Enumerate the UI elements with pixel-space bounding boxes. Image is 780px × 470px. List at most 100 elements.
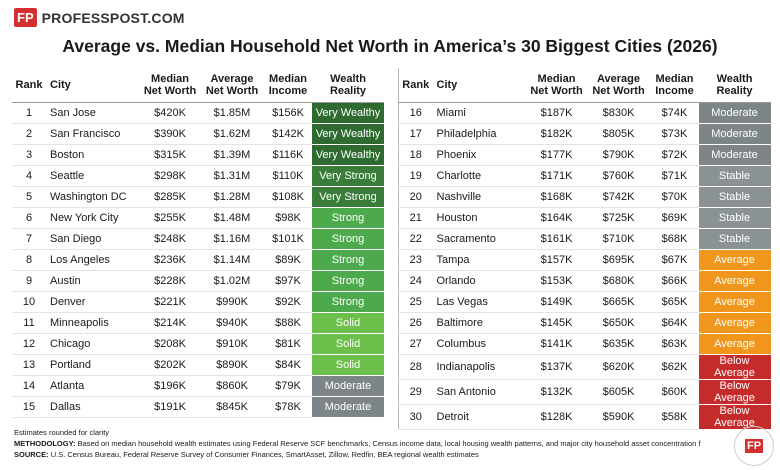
average-net-worth-cell: $725K <box>586 207 651 229</box>
city-cell: Dallas <box>46 396 140 418</box>
median-income-cell: $97K <box>264 270 312 292</box>
average-net-worth-cell: $1.16M <box>200 228 264 250</box>
row: 2 San Francisco $390K $1.62M $142K Very Wealt… <box>12 123 384 145</box>
median-income-cell: $69K <box>650 207 699 229</box>
rank-cell: 1 <box>12 102 46 124</box>
row: 27 Columbus $141K $635K $63K Average <box>398 333 771 355</box>
corner-logo: FP <box>734 426 774 466</box>
rank-cell: 30 <box>398 404 433 430</box>
median-income-cell: $66K <box>650 270 699 292</box>
source: SOURCE: U.S. Census Bureau, Federal Rese… <box>14 450 724 459</box>
reality-cell: Average <box>698 333 771 355</box>
average-net-worth-cell: $910K <box>200 333 264 355</box>
median-income-cell: $101K <box>264 228 312 250</box>
rank-cell: 5 <box>12 186 46 208</box>
median-net-worth-cell: $236K <box>140 249 200 271</box>
city-cell: Seattle <box>46 165 140 187</box>
column-header: Rank <box>12 68 46 103</box>
row: 18 Phoenix $177K $790K $72K Moderate <box>398 144 771 166</box>
reality-cell: Very Wealthy <box>312 123 384 145</box>
row: 15 Dallas $191K $845K $78K Moderate <box>12 396 384 418</box>
table-left: Rank City Median Net Worth Average Net Wort… <box>12 68 384 418</box>
city-cell: Denver <box>46 291 140 313</box>
title: Average vs. Median Household Net Worth i… <box>62 36 718 56</box>
row: 17 Philadelphia $182K $805K $73K Moderate <box>398 123 771 145</box>
rank-cell: 21 <box>398 207 433 229</box>
city-cell: Miami <box>432 102 527 124</box>
rank-cell: 22 <box>398 228 433 250</box>
average-net-worth-cell: $680K <box>586 270 651 292</box>
average-net-worth-cell: $860K <box>200 375 264 397</box>
median-net-worth-cell: $132K <box>526 379 587 405</box>
row: 20 Nashville $168K $742K $70K Stable <box>398 186 771 208</box>
row: 24 Orlando $153K $680K $66K Average <box>398 270 771 292</box>
city-cell: Indianapolis <box>432 354 527 380</box>
average-net-worth-cell: $620K <box>586 354 651 380</box>
reality-cell: Stable <box>698 228 771 250</box>
median-net-worth-cell: $128K <box>526 404 587 430</box>
average-net-worth-cell: $845K <box>200 396 264 418</box>
city-cell: Nashville <box>432 186 527 208</box>
column-header: Average Net Worth <box>200 68 264 103</box>
median-net-worth-cell: $171K <box>526 165 587 187</box>
median-income-cell: $72K <box>650 144 699 166</box>
column-header: Wealth Reality <box>312 68 384 103</box>
median-net-worth-cell: $390K <box>140 123 200 145</box>
median-net-worth-cell: $202K <box>140 354 200 376</box>
reality-cell: Below Average <box>698 354 771 380</box>
reality-cell: Moderate <box>312 396 384 418</box>
average-net-worth-cell: $1.39M <box>200 144 264 166</box>
median-income-cell: $92K <box>264 291 312 313</box>
median-income-cell: $73K <box>650 123 699 145</box>
median-income-cell: $63K <box>650 333 699 355</box>
city-cell: Charlotte <box>432 165 527 187</box>
rank-cell: 13 <box>12 354 46 376</box>
average-net-worth-cell: $695K <box>586 249 651 271</box>
median-net-worth-cell: $208K <box>140 333 200 355</box>
city-cell: San Antonio <box>432 379 527 405</box>
average-net-worth-cell: $940K <box>200 312 264 334</box>
average-net-worth-cell: $710K <box>586 228 651 250</box>
median-net-worth-cell: $420K <box>140 102 200 124</box>
row: 22 Sacramento $161K $710K $68K Stable <box>398 228 771 250</box>
median-net-worth-cell: $315K <box>140 144 200 166</box>
row: 5 Washington DC $285K $1.28M $108K Very Stron… <box>12 186 384 208</box>
rank-cell: 3 <box>12 144 46 166</box>
median-income-cell: $68K <box>650 228 699 250</box>
city-cell: New York City <box>46 207 140 229</box>
city-cell: Minneapolis <box>46 312 140 334</box>
reality-cell: Below Average <box>698 379 771 405</box>
rank-cell: 12 <box>12 333 46 355</box>
rank-cell: 26 <box>398 312 433 334</box>
row: 8 Los Angeles $236K $1.14M $89K Strong <box>12 249 384 271</box>
city-cell: Houston <box>432 207 527 229</box>
city-cell: San Francisco <box>46 123 140 145</box>
median-income-cell: $64K <box>650 312 699 334</box>
city-cell: Los Angeles <box>46 249 140 271</box>
rank-cell: 11 <box>12 312 46 334</box>
rank-cell: 19 <box>398 165 433 187</box>
median-income-cell: $89K <box>264 249 312 271</box>
row: 10 Denver $221K $990K $92K Strong <box>12 291 384 313</box>
reality-cell: Average <box>698 249 771 271</box>
average-net-worth-cell: $1.48M <box>200 207 264 229</box>
header-row: Rank City Median Net Worth Average Net Wort… <box>12 68 384 103</box>
median-net-worth-cell: $137K <box>526 354 587 380</box>
average-net-worth-cell: $1.14M <box>200 249 264 271</box>
reality-cell: Stable <box>698 186 771 208</box>
reality-cell: Strong <box>312 291 384 313</box>
city-cell: Orlando <box>432 270 527 292</box>
logo: FP PROFESSPOST.COM <box>14 8 185 27</box>
rank-cell: 25 <box>398 291 433 313</box>
average-net-worth-cell: $760K <box>586 165 651 187</box>
reality-cell: Average <box>698 312 771 334</box>
average-net-worth-cell: $650K <box>586 312 651 334</box>
median-net-worth-cell: $187K <box>526 102 587 124</box>
median-income-cell: $110K <box>264 165 312 187</box>
brand: PROFESSPOST.COM <box>41 9 185 26</box>
methodology: METHODOLOGY: Based on median household w… <box>14 439 724 448</box>
city-cell: Atlanta <box>46 375 140 397</box>
column-header: Median Income <box>650 68 699 103</box>
reality-cell: Strong <box>312 270 384 292</box>
city-cell: Tampa <box>432 249 527 271</box>
